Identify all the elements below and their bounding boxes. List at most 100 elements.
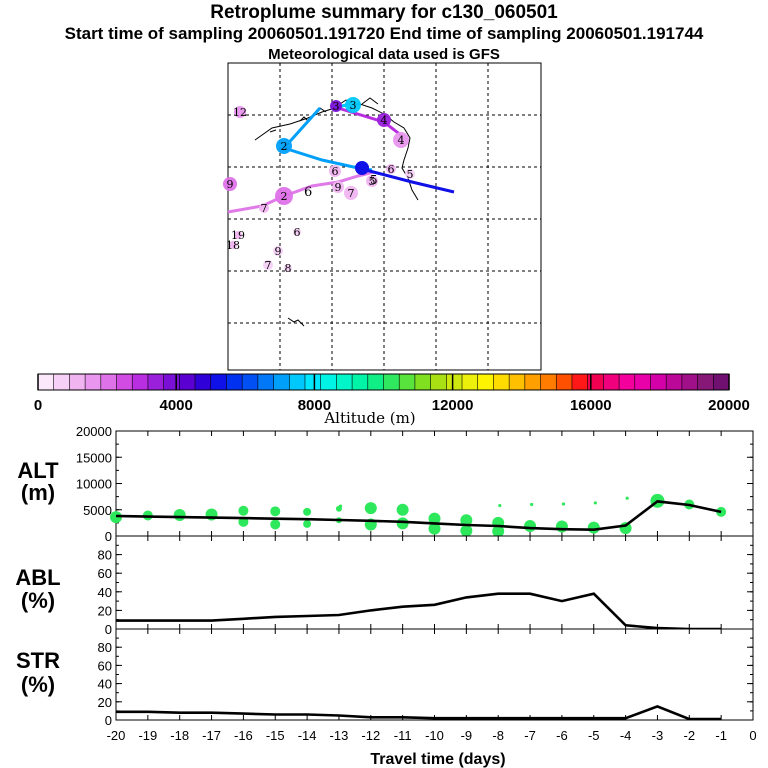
colorbar-swatch: [116, 374, 133, 390]
colorbar-swatch: [571, 374, 589, 390]
colorbar-swatch: [289, 374, 306, 390]
colorbar-tick-label: 8000: [298, 397, 331, 414]
colorbar-swatch: [383, 374, 400, 390]
sampling-times: Start time of sampling 20060501.191720 E…: [64, 24, 704, 43]
colorbar-tick-label: 4000: [160, 397, 193, 414]
y-tick-label: 0: [105, 713, 112, 728]
colorbar-swatch: [352, 374, 369, 390]
str-series-line: [116, 705, 722, 721]
y-tick-label: 20000: [76, 424, 112, 439]
colorbar-swatch: [713, 374, 730, 390]
colorbar-swatch: [132, 374, 149, 390]
colorbar-swatch: [414, 374, 432, 390]
y-tick-label: 60: [98, 658, 112, 673]
alt-scatter-point: [530, 502, 534, 507]
x-tick-label: -6: [556, 728, 568, 743]
y-tick-label: 0: [105, 529, 112, 544]
colorbar-tick-label: 16000: [570, 397, 612, 414]
abl-panel: 0 20 40 60 80: [98, 535, 754, 637]
x-tick-label: -8: [492, 728, 504, 743]
trajectory-marker: [377, 113, 391, 127]
x-tick-label: -3: [652, 728, 664, 743]
trajectory-marker: [229, 241, 237, 249]
x-tick-label: -5: [588, 728, 600, 743]
alt-scatter-point: [364, 502, 377, 515]
colorbar-swatch: [210, 374, 228, 390]
abl-unit: (%): [21, 588, 55, 613]
colorbar-swatch: [446, 374, 463, 390]
alt-scatter-point: [173, 509, 186, 521]
trajectory-marker: [259, 203, 269, 213]
alt-scatter-point: [524, 520, 537, 533]
x-tick-label: -10: [425, 728, 444, 743]
page-title: Retroplume summary for c130_060501: [210, 2, 558, 23]
trajectory-marker-label: 2: [281, 190, 288, 203]
trajectory-marker-label: 5: [370, 173, 378, 187]
panel-frame: [115, 535, 754, 630]
colorbar-swatch: [681, 374, 699, 390]
x-tick-label: -11: [394, 728, 412, 743]
colorbar-swatch: [524, 374, 542, 390]
colorbar-swatch: [430, 374, 447, 390]
trajectory-marker: [329, 165, 341, 177]
alt-scatter-point: [402, 505, 406, 509]
colorbar-swatch: [587, 374, 604, 390]
alt-scatter-point: [625, 496, 629, 500]
trajectory-marker-label: 9: [335, 181, 342, 194]
trajectory-marker-label: 8: [285, 262, 292, 275]
colorbar-tick-label: 12000: [432, 397, 474, 414]
colorbar-swatch: [273, 374, 290, 390]
alt-scatter-point: [270, 506, 281, 517]
trajectory-marker: [344, 186, 358, 200]
x-tick-label: -7: [524, 728, 536, 743]
colorbar-swatch: [556, 374, 573, 390]
trajectory-line-recent: [357, 166, 455, 194]
colorbar-swatch: [38, 374, 55, 390]
colorbar-swatch: [53, 374, 71, 390]
panel-frame: [115, 628, 754, 721]
alt-scatter-point: [428, 522, 441, 535]
alt-scatter-point: [370, 505, 374, 509]
alt-scatter-point: [587, 521, 600, 534]
alt-panel: 0 5000 10000 15000 20000: [76, 424, 754, 544]
colorbar-swatch: [634, 374, 652, 390]
x-tick-label: -4: [620, 728, 632, 743]
alt-scatter-point: [303, 507, 312, 516]
y-tick-label: 40: [98, 677, 112, 692]
trajectory-marker: [330, 100, 342, 112]
trajectory-marker-label: 9: [227, 178, 234, 191]
colorbar-swatch: [163, 374, 180, 390]
meteorological-data: Meteorological data used is GFS: [268, 46, 500, 63]
alt-scatter-point: [561, 502, 566, 506]
colorbar-swatch: [477, 374, 495, 390]
trajectory-marker-label: 7: [261, 202, 268, 215]
x-tick-label: -1: [715, 728, 727, 743]
x-tick-label: -2: [684, 728, 696, 743]
trajectory-marker-label: 6: [332, 165, 339, 178]
trajectory-marker-label: 5: [407, 168, 414, 181]
x-tick-label: -16: [234, 728, 253, 743]
colorbar-tick-label: 0: [34, 397, 42, 414]
trajectory-marker-label: 3: [333, 100, 340, 113]
colorbar-swatch: [69, 374, 86, 390]
trajectory-marker-label: 18: [226, 239, 240, 252]
trajectory-marker: [393, 132, 409, 148]
abl-series-line: [116, 592, 722, 631]
colorbar-swatch: [493, 374, 510, 390]
x-tick-label: -19: [138, 728, 157, 743]
alt-label: ALT: [17, 458, 59, 483]
colorbar-swatch: [399, 374, 416, 390]
x-tick-label: -9: [461, 728, 473, 743]
trajectory-marker: [366, 175, 378, 187]
trajectory-marker-label: 19: [231, 229, 245, 242]
y-tick-label: 10000: [76, 477, 112, 492]
alt-scatter-point: [716, 506, 727, 517]
sampling-location-marker: [355, 161, 369, 175]
trajectory-marker-label: 4: [381, 114, 388, 127]
colorbar-swatch: [462, 374, 479, 390]
x-tick-label: -14: [298, 728, 317, 743]
y-tick-label: 15000: [76, 450, 112, 465]
trajectory-marker-label: 6: [388, 163, 395, 176]
